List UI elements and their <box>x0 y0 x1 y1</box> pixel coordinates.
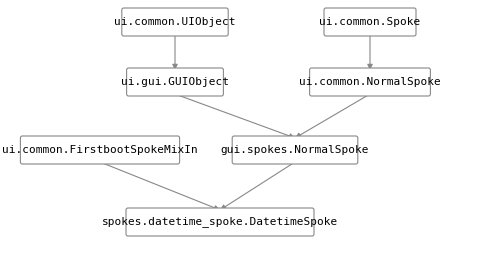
FancyBboxPatch shape <box>232 136 358 164</box>
Text: spokes.datetime_spoke.DatetimeSpoke: spokes.datetime_spoke.DatetimeSpoke <box>102 217 338 227</box>
Text: ui.common.Spoke: ui.common.Spoke <box>319 17 421 27</box>
FancyBboxPatch shape <box>122 8 228 36</box>
Text: ui.common.UIObject: ui.common.UIObject <box>114 17 236 27</box>
Text: ui.common.NormalSpoke: ui.common.NormalSpoke <box>299 77 441 87</box>
FancyBboxPatch shape <box>324 8 416 36</box>
FancyBboxPatch shape <box>127 68 223 96</box>
Text: ui.common.FirstbootSpokeMixIn: ui.common.FirstbootSpokeMixIn <box>2 145 198 155</box>
FancyBboxPatch shape <box>21 136 180 164</box>
Text: ui.gui.GUIObject: ui.gui.GUIObject <box>121 77 229 87</box>
FancyBboxPatch shape <box>310 68 430 96</box>
FancyBboxPatch shape <box>126 208 314 236</box>
Text: gui.spokes.NormalSpoke: gui.spokes.NormalSpoke <box>221 145 369 155</box>
